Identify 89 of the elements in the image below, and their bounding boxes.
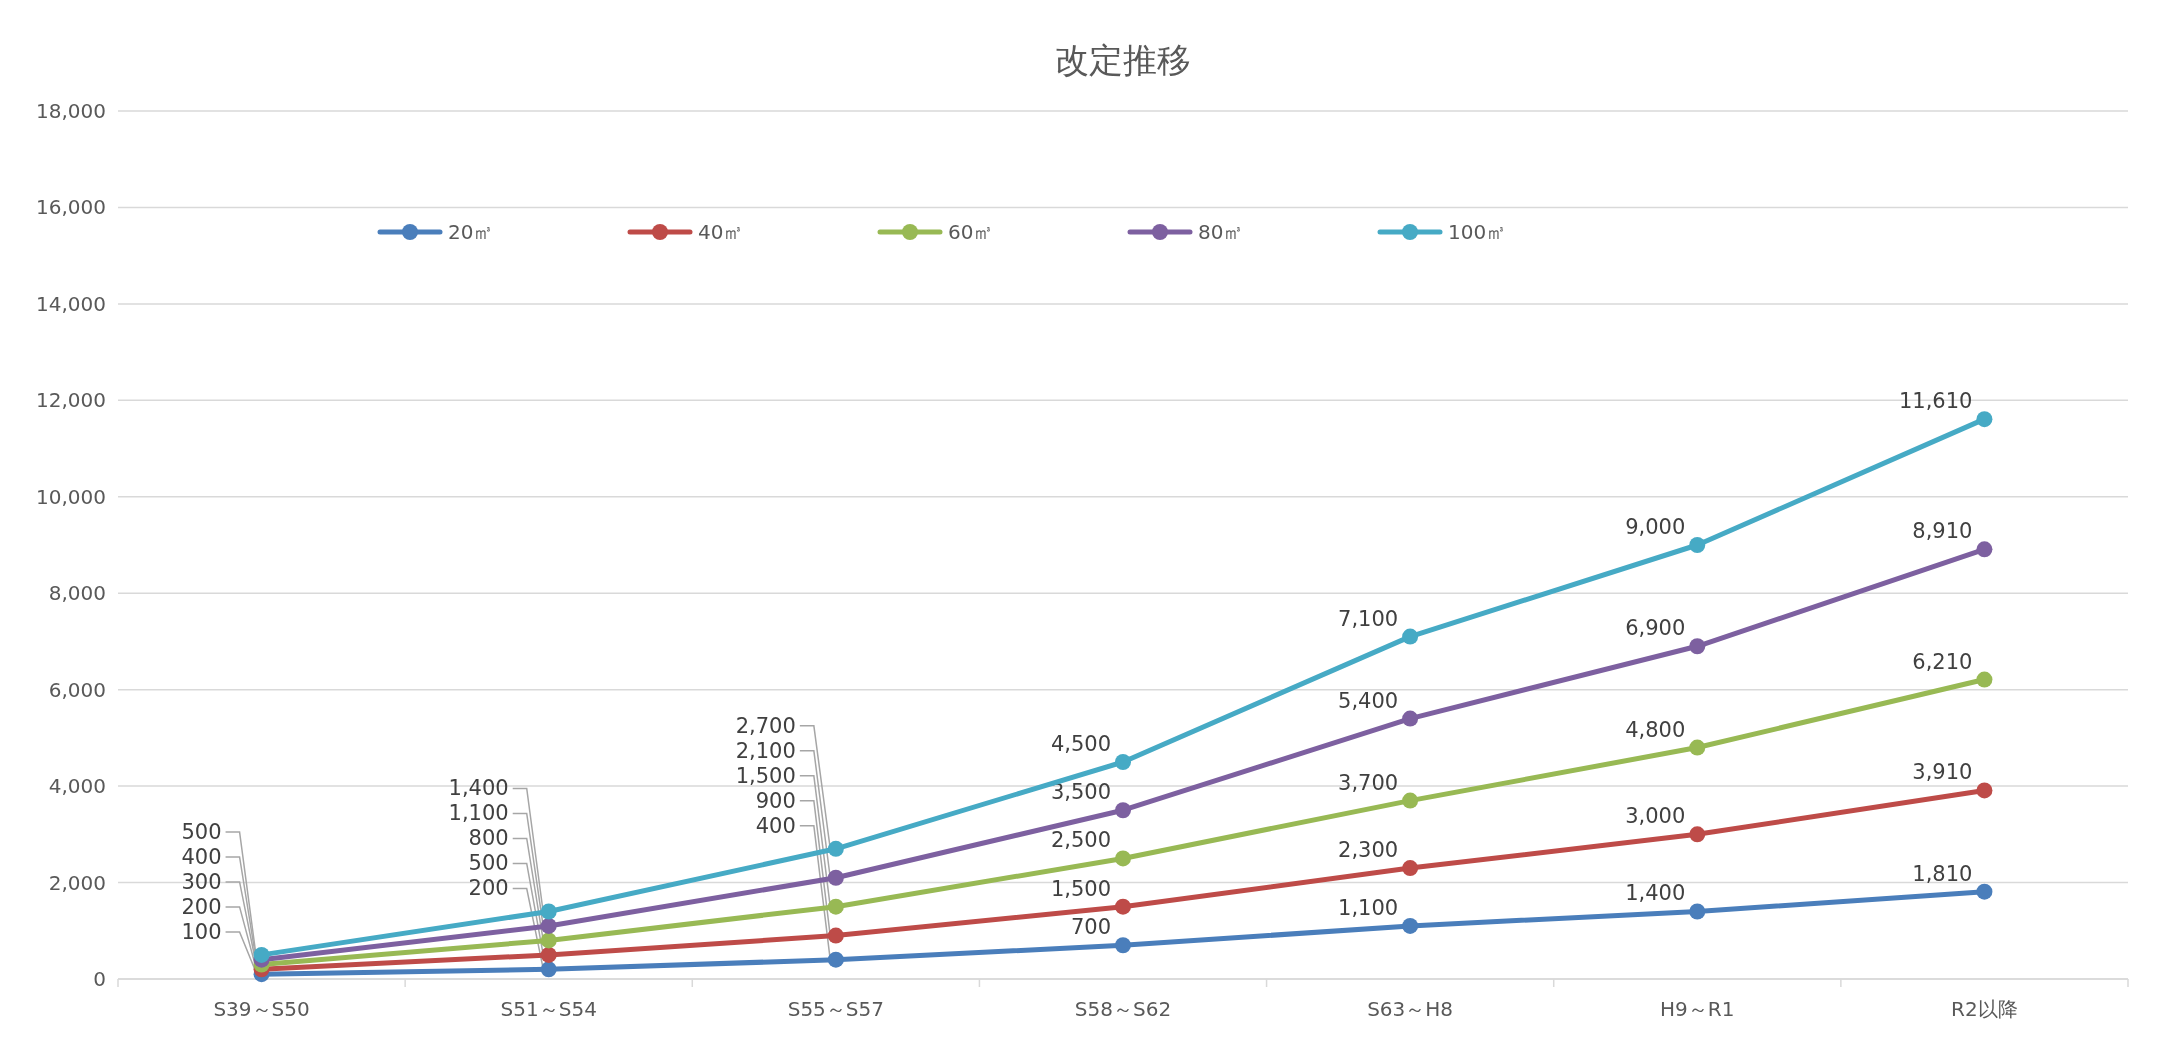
point bbox=[827, 898, 844, 915]
data-label: 3,500 bbox=[1050, 780, 1111, 805]
point bbox=[827, 869, 844, 886]
y-tick-label: 6,000 bbox=[48, 677, 106, 702]
legend-label: 80㎥ bbox=[1198, 220, 1244, 244]
data-label: 2,100 bbox=[735, 738, 796, 763]
x-tick-label: S55～S57 bbox=[787, 997, 885, 1021]
data-label: 800 bbox=[468, 826, 509, 851]
x-tick-label: S39～S50 bbox=[213, 997, 310, 1021]
point bbox=[1402, 710, 1419, 727]
data-label: 400 bbox=[755, 813, 796, 838]
data-label: 7,100 bbox=[1338, 606, 1399, 631]
y-tick-label: 18,000 bbox=[36, 99, 106, 123]
point bbox=[1115, 802, 1131, 819]
data-label: 6,210 bbox=[1912, 649, 1973, 674]
point bbox=[827, 927, 844, 944]
y-tick-label: 2,000 bbox=[48, 870, 106, 895]
point bbox=[253, 946, 270, 963]
point bbox=[1976, 411, 1993, 428]
legend-label: 20㎥ bbox=[448, 220, 494, 244]
point bbox=[540, 903, 557, 920]
x-tick-label: S58～S62 bbox=[1074, 997, 1172, 1021]
data-label: 3,000 bbox=[1625, 804, 1686, 829]
data-label: 3,700 bbox=[1338, 770, 1399, 795]
x-tick-label: R2以降 bbox=[1951, 997, 2018, 1021]
point bbox=[540, 932, 557, 949]
point bbox=[1689, 903, 1706, 920]
point bbox=[1402, 792, 1419, 809]
data-label: 3,910 bbox=[1912, 760, 1973, 785]
y-tick-label: 16,000 bbox=[36, 195, 106, 220]
chart-title: 改定推移 bbox=[1055, 40, 1191, 80]
data-label: 5,400 bbox=[1338, 688, 1399, 713]
data-label: 400 bbox=[181, 844, 222, 869]
data-label: 1,500 bbox=[1050, 876, 1111, 901]
legend-label: 100㎥ bbox=[1448, 220, 1507, 244]
point bbox=[1689, 826, 1706, 843]
point bbox=[1115, 937, 1131, 954]
point bbox=[827, 840, 844, 857]
point bbox=[540, 961, 557, 978]
point bbox=[1115, 754, 1131, 770]
data-label: 500 bbox=[468, 851, 509, 876]
point bbox=[1976, 541, 1993, 558]
x-tick-label: H9～R1 bbox=[1660, 997, 1735, 1021]
point bbox=[1115, 850, 1131, 867]
data-label: 200 bbox=[468, 876, 509, 901]
point bbox=[540, 917, 557, 934]
point bbox=[1402, 860, 1419, 877]
point bbox=[1976, 883, 1993, 900]
y-tick-label: 12,000 bbox=[36, 388, 106, 413]
data-label: 2,300 bbox=[1338, 838, 1399, 863]
point bbox=[1689, 739, 1706, 756]
data-label: 4,800 bbox=[1625, 717, 1686, 742]
data-label: 200 bbox=[181, 894, 222, 919]
point bbox=[1402, 628, 1419, 645]
y-tick-label: 8,000 bbox=[48, 581, 106, 606]
point bbox=[1689, 638, 1706, 655]
data-label: 700 bbox=[1070, 915, 1111, 940]
data-label: 8,910 bbox=[1912, 519, 1973, 544]
data-label: 2,500 bbox=[1050, 828, 1111, 853]
data-label: 6,900 bbox=[1625, 616, 1686, 641]
point bbox=[827, 951, 844, 968]
data-label: 1,810 bbox=[1912, 861, 1973, 886]
point bbox=[1115, 898, 1131, 915]
data-label: 4,500 bbox=[1050, 732, 1111, 756]
x-tick-label: S51～S54 bbox=[500, 997, 597, 1021]
point bbox=[1976, 782, 1993, 799]
data-label: 900 bbox=[755, 788, 796, 813]
point bbox=[1976, 671, 1993, 688]
point bbox=[1689, 537, 1706, 553]
y-tick-label: 4,000 bbox=[48, 774, 106, 799]
data-label: 1,500 bbox=[735, 763, 796, 788]
data-label: 2,700 bbox=[735, 713, 796, 738]
data-label: 500 bbox=[181, 819, 222, 844]
data-label: 300 bbox=[181, 869, 222, 894]
data-label: 1,400 bbox=[1625, 881, 1686, 906]
data-label: 100 bbox=[181, 919, 222, 944]
point bbox=[540, 946, 557, 963]
y-tick-label: 0 bbox=[93, 967, 106, 991]
data-label: 1,400 bbox=[448, 776, 509, 801]
legend-label: 40㎥ bbox=[698, 220, 744, 244]
legend-label: 60㎥ bbox=[948, 220, 994, 244]
x-tick-label: S63～H8 bbox=[1367, 997, 1454, 1021]
y-tick-label: 14,000 bbox=[36, 291, 106, 316]
data-label: 1,100 bbox=[448, 801, 509, 826]
data-label: 11,610 bbox=[1898, 389, 1973, 414]
y-tick-label: 10,000 bbox=[36, 484, 106, 509]
data-label: 9,000 bbox=[1625, 515, 1686, 539]
point bbox=[1402, 917, 1419, 934]
data-label: 1,100 bbox=[1338, 895, 1399, 920]
